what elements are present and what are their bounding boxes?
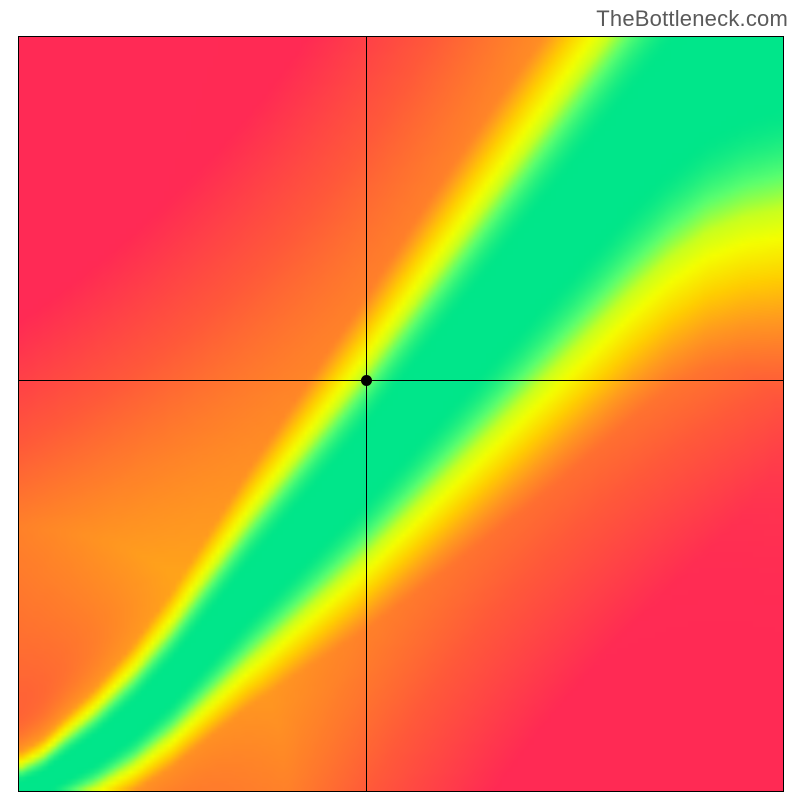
plot-area <box>18 36 784 792</box>
crosshair-marker <box>361 375 372 386</box>
chart-container: TheBottleneck.com <box>0 0 800 800</box>
crosshair-horizontal <box>19 380 783 381</box>
watermark-text: TheBottleneck.com <box>596 6 788 32</box>
crosshair-vertical <box>366 37 367 791</box>
heatmap-canvas <box>19 37 783 791</box>
